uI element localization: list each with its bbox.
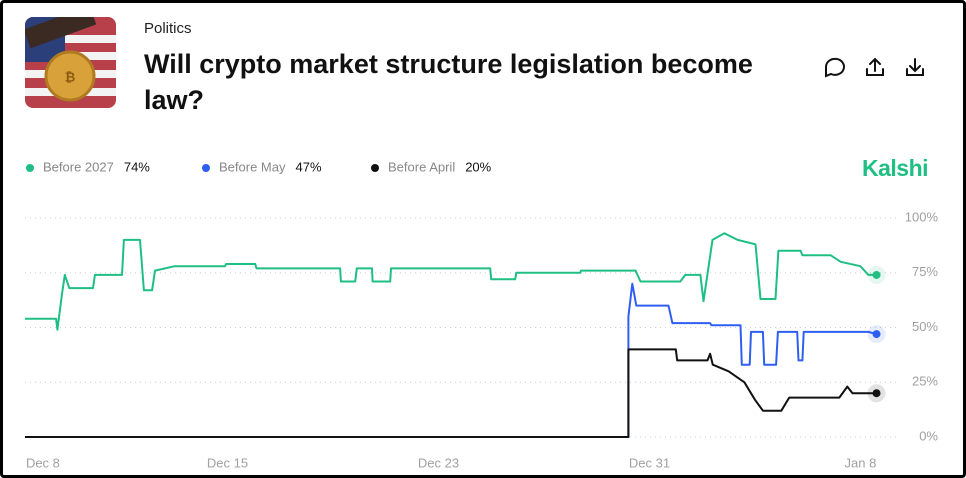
series-line: [25, 232, 877, 331]
legend-value: 20%: [465, 159, 491, 174]
series-line: [25, 282, 877, 438]
plot-area: 0% 25% 50% 75% 100% Dec 8 Dec 15 Dec 23 Dec 31 Ja…: [25, 209, 938, 470]
y-tick-label: 50%: [912, 319, 938, 334]
download-icon[interactable]: [906, 58, 924, 76]
brand-logo: Kalshi: [862, 155, 929, 181]
end-dot: [872, 330, 881, 339]
x-tick-label: Dec 8: [26, 455, 60, 470]
y-tick-label: 75%: [912, 264, 938, 279]
x-tick-label: Dec 23: [418, 455, 459, 470]
y-tick-label: 0%: [919, 428, 938, 443]
share-icon[interactable]: [866, 57, 884, 76]
svg-text:₿: ₿: [65, 69, 76, 84]
y-tick-label: 25%: [912, 374, 938, 389]
x-tick-label: Dec 31: [629, 455, 670, 470]
title: Will crypto market structure legislation…: [144, 49, 753, 115]
comment-icon[interactable]: [824, 57, 845, 78]
legend-label: Before April: [388, 159, 455, 174]
legend-label: Before May: [219, 159, 286, 174]
series-line: [25, 348, 877, 438]
x-tick-label: Dec 15: [207, 455, 248, 470]
x-tick-label: Jan 8: [845, 455, 877, 470]
y-tick-label: 100%: [905, 209, 939, 224]
legend-label: Before 2027: [43, 159, 114, 174]
end-dot: [872, 389, 881, 398]
end-dot: [872, 270, 881, 279]
legend-swatch: [202, 164, 210, 172]
legend-value: 47%: [295, 159, 321, 174]
legend-swatch: [371, 164, 379, 172]
legend: Before 2027 74% Before May 47% Before April 2…: [26, 159, 492, 174]
chart: ₿ Before 2027 74% Before May 47% Before Apri…: [25, 17, 938, 470]
legend-swatch: [26, 164, 34, 172]
thumbnail: ₿: [25, 17, 116, 108]
legend-value: 74%: [124, 159, 150, 174]
category: Politics: [144, 20, 192, 37]
